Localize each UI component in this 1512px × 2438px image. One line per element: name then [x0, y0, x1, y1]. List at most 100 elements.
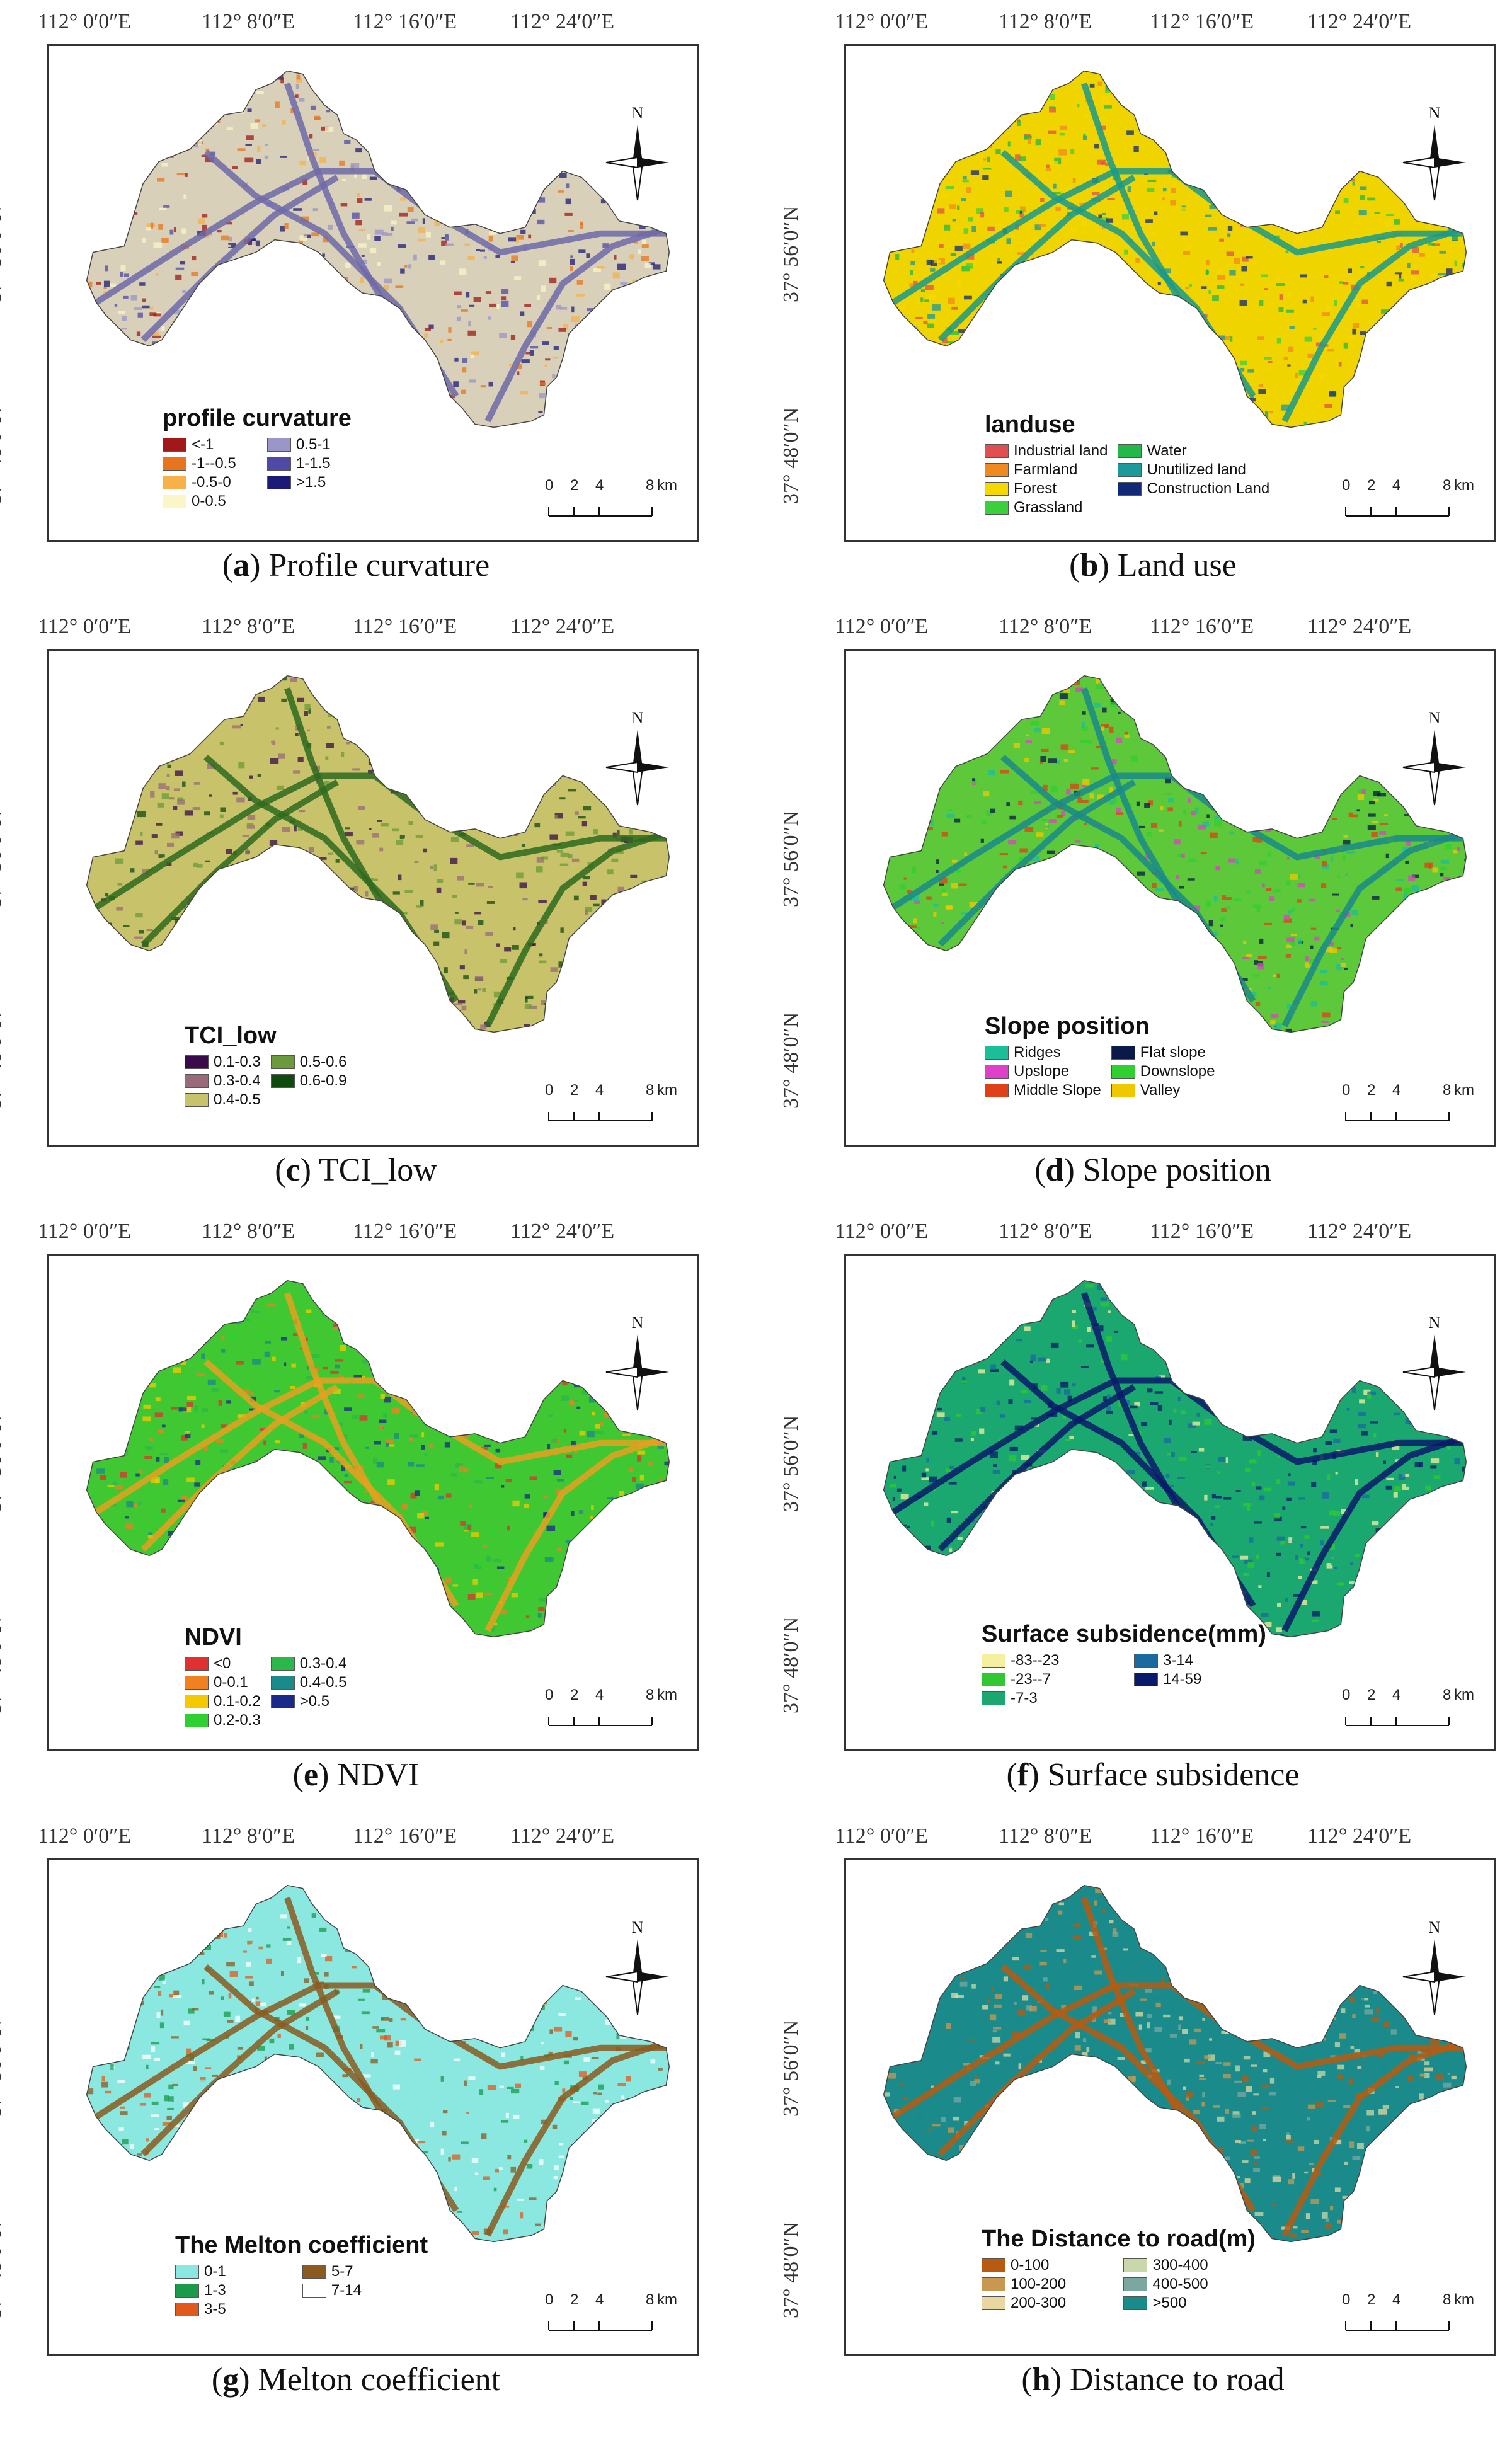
legend-item: 300-400	[1123, 2257, 1255, 2274]
north-arrow-icon: N	[603, 103, 672, 210]
legend-title: The Distance to road(m)	[982, 2226, 1256, 2252]
basin-map	[86, 675, 670, 1033]
legend-label: 1-1.5	[295, 455, 331, 472]
scale-bar: 0 2 4 8 km	[1337, 2291, 1475, 2342]
caption-letter: g	[222, 2362, 239, 2398]
legend-swatch	[1123, 2296, 1148, 2310]
latitude-label: 37° 48′0″N	[0, 1012, 6, 1109]
scale-tick-label: 8	[646, 1686, 655, 1703]
legend: Slope position Ridges Flat slope Upslope Dow…	[985, 1013, 1215, 1099]
legend-swatch	[270, 1074, 295, 1088]
legend-item: 0-1	[175, 2263, 292, 2281]
map-panel-h: 112° 0′0″E 112° 8′0″E 112° 16′0″E 112° 24′0…	[779, 1821, 1496, 2398]
legend-label: Upslope	[1014, 1063, 1070, 1080]
legend-item: >500	[1123, 2294, 1255, 2312]
legend-label: Valley	[1140, 1082, 1181, 1099]
legend-swatch	[985, 482, 1009, 496]
legend-item: Farmland	[985, 461, 1108, 479]
basin-fill	[883, 71, 1467, 428]
legend-title: Slope position	[985, 1013, 1150, 1039]
longitude-label: 112° 24′0″E	[1307, 1220, 1412, 1243]
legend: NDVI <0 0.3-0.4 0-0.1 0.4-0.5 0.1-0.2 >0.5 0.2-…	[185, 1624, 346, 1729]
longitude-label: 112° 16′0″E	[353, 10, 457, 33]
map-panel-e: 112° 0′0″E 112° 8′0″E 112° 16′0″E 112° 24′0…	[0, 1216, 699, 1793]
legend-item: 0-0.5	[163, 493, 257, 510]
legend-item: Valley	[1111, 1082, 1215, 1099]
legend-swatch	[1123, 2277, 1148, 2291]
scale-tick-label: 0	[545, 477, 554, 494]
legend-label: 0.1-0.2	[214, 1693, 261, 1710]
legend-swatch	[1111, 1084, 1135, 1097]
basin-map	[883, 1279, 1467, 1638]
legend-label: 0.3-0.4	[214, 1072, 261, 1089]
legend-swatch	[270, 1055, 295, 1069]
map-frame: N 0 2 4 8 km The Melton coefficient 0-1 5-7 1-3 7-…	[47, 1858, 699, 2356]
legend-label: 400-500	[1152, 2275, 1208, 2292]
legend-item: Downslope	[1111, 1063, 1215, 1080]
basin-map	[883, 1884, 1467, 2243]
caption-letter: a	[233, 547, 250, 583]
basin-map	[86, 1884, 670, 2243]
scale-bar: 0 2 4 8 km	[1337, 477, 1475, 527]
legend-item: -7-3	[982, 1690, 1124, 1707]
legend-swatch	[1133, 1673, 1158, 1686]
legend-swatch	[185, 1695, 209, 1708]
legend-item: Middle Slope	[985, 1082, 1101, 1099]
legend-swatch	[163, 457, 186, 471]
scale-tick-label: 4	[595, 1686, 604, 1703]
legend-items: <0 0.3-0.4 0-0.1 0.4-0.5 0.1-0.2 >0.5 0.2-0.3	[185, 1655, 346, 1729]
legend: profile curvature <-1 0.5-1 -1--0.5 1-1.5 -0.…	[163, 405, 352, 510]
longitude-label: 112° 24′0″E	[1307, 615, 1412, 638]
caption-text: Land use	[1117, 547, 1237, 583]
longitude-label: 112° 24′0″E	[510, 10, 615, 33]
legend-item: 0.5-0.6	[270, 1053, 346, 1071]
legend: The Distance to road(m) 0-100 300-400 100-2…	[982, 2226, 1256, 2312]
basin-fill	[86, 1280, 670, 1637]
scale-unit: km	[1454, 2291, 1474, 2308]
longitude-label: 112° 8′0″E	[202, 1824, 295, 1848]
legend-label: 3-5	[204, 2301, 226, 2318]
legend-item: 0.1-0.2	[185, 1693, 261, 1710]
legend-swatch	[1123, 2258, 1148, 2272]
longitude-label: 112° 16′0″E	[353, 1220, 457, 1243]
legend-label: 5-7	[331, 2263, 353, 2280]
legend: The Melton coefficient 0-1 5-7 1-3 7-14 3-5	[175, 2232, 428, 2318]
legend-item: Unutilized land	[1118, 461, 1269, 479]
legend-item: -1--0.5	[163, 455, 257, 472]
panel-caption: (a) Profile curvature	[222, 547, 490, 583]
map-frame: N 0 2 4 8 km Slope position Ridges Flat slope Ups…	[844, 649, 1496, 1147]
legend-label: 14-59	[1162, 1671, 1202, 1688]
caption-text: Surface subsidence	[1047, 1757, 1300, 1793]
legend-swatch	[985, 501, 1009, 515]
legend-label: 3-14	[1162, 1652, 1193, 1669]
panel-caption: (f) Surface subsidence	[1006, 1757, 1300, 1793]
longitude-label: 112° 16′0″E	[1150, 615, 1254, 638]
longitude-label: 112° 24′0″E	[1307, 10, 1412, 33]
longitude-label: 112° 24′0″E	[510, 615, 615, 638]
latitude-label: 37° 48′0″N	[0, 1617, 6, 1714]
scale-bar: 0 2 4 8 km	[540, 2291, 679, 2342]
scale-tick-label: 2	[1367, 2291, 1376, 2308]
basin-fill	[883, 675, 1467, 1033]
legend: landuse Industrial land Water Farmland Unuti…	[985, 411, 1269, 517]
legend-title: TCI_low	[185, 1022, 277, 1049]
legend-label: 0.6-0.9	[299, 1072, 347, 1089]
caption-text: Profile curvature	[268, 547, 490, 583]
legend-label: Forest	[1014, 480, 1057, 497]
scale-tick-label: 8	[646, 477, 655, 494]
legend-label: 1-3	[204, 2282, 226, 2299]
legend-item: 400-500	[1123, 2275, 1255, 2293]
scale-unit: km	[1454, 477, 1474, 494]
longitude-label: 112° 16′0″E	[1150, 1824, 1254, 1848]
legend-item: 7-14	[302, 2282, 428, 2299]
legend-label: 0.3-0.4	[299, 1655, 347, 1672]
scale-tick-label: 8	[646, 1082, 655, 1099]
legend-swatch	[985, 463, 1009, 477]
legend-item: 0.6-0.9	[270, 1072, 347, 1090]
scale-unit: km	[657, 1686, 677, 1703]
longitude-label: 112° 0′0″E	[835, 1220, 929, 1243]
legend-item: 1-1.5	[266, 455, 352, 472]
legend-item: Grassland	[985, 499, 1108, 517]
scale-unit: km	[657, 1082, 677, 1099]
scale-tick-label: 0	[545, 1686, 554, 1703]
